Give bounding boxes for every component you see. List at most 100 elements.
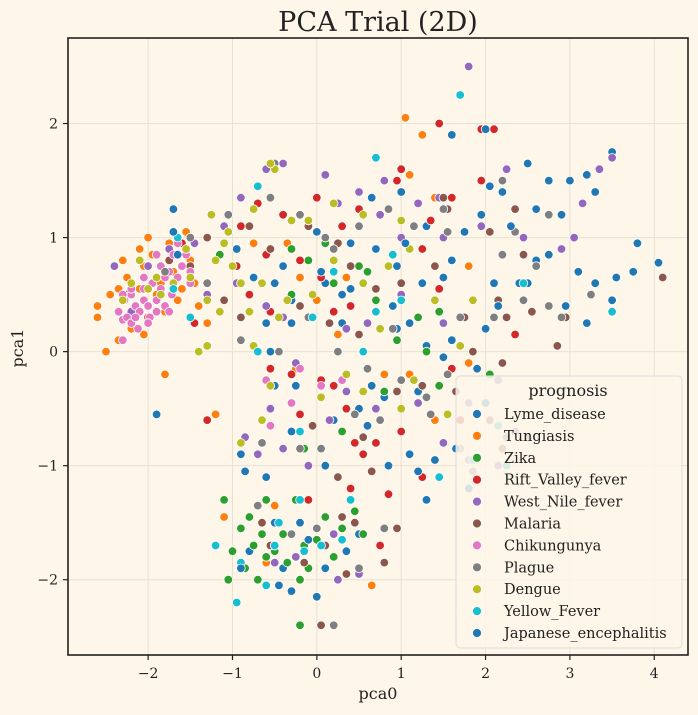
- data-point: [413, 312, 423, 323]
- data-point: [544, 210, 554, 220]
- data-point: [404, 449, 415, 460]
- data-point: [345, 495, 356, 505]
- data-point: [628, 267, 638, 277]
- data-point: [371, 404, 381, 414]
- data-point: [438, 438, 449, 448]
- data-point: [329, 381, 339, 391]
- data-point: [337, 523, 347, 534]
- data-point: [518, 295, 529, 306]
- data-point: [286, 529, 297, 539]
- data-point: [362, 421, 373, 431]
- data-point: [556, 210, 567, 220]
- data-point: [379, 523, 390, 534]
- data-point: [493, 301, 503, 311]
- data-point: [396, 164, 406, 174]
- data-point: [261, 495, 271, 505]
- data-point: [590, 278, 600, 288]
- x-tick-label: 1: [397, 666, 406, 682]
- data-point: [160, 267, 170, 277]
- data-point: [168, 284, 179, 294]
- data-point: [400, 113, 411, 123]
- data-point: [392, 386, 402, 397]
- y-tick-label: −1: [37, 459, 58, 475]
- data-point: [455, 90, 465, 100]
- data-point: [265, 192, 276, 203]
- data-point: [582, 170, 592, 180]
- data-point: [295, 575, 305, 585]
- data-point: [143, 232, 153, 243]
- data-point: [248, 238, 259, 249]
- data-point: [388, 301, 398, 311]
- data-point: [133, 324, 143, 334]
- data-point: [295, 426, 305, 437]
- data-point: [312, 192, 322, 203]
- data-point: [430, 455, 440, 465]
- data-point: [160, 369, 170, 380]
- data-point: [497, 249, 508, 260]
- data-point: [341, 272, 352, 283]
- data-point: [438, 352, 449, 363]
- data-point: [118, 295, 128, 306]
- data-point: [282, 557, 293, 568]
- data-point: [354, 563, 364, 574]
- data-point: [316, 540, 326, 551]
- data-point: [316, 267, 326, 277]
- data-point: [421, 392, 432, 403]
- data-point: [434, 472, 444, 482]
- legend-marker: [472, 562, 482, 573]
- data-point: [396, 404, 406, 414]
- x-tick-label: −2: [138, 666, 159, 682]
- y-tick-label: 2: [49, 117, 58, 133]
- data-point: [329, 267, 339, 277]
- data-point: [278, 210, 288, 220]
- data-point: [312, 523, 322, 534]
- data-point: [143, 284, 153, 294]
- y-tick-label: 0: [49, 345, 58, 361]
- data-point: [253, 449, 263, 460]
- data-point: [362, 267, 373, 277]
- data-point: [426, 215, 436, 226]
- legend-item-label: Zika: [504, 451, 536, 467]
- data-point: [118, 335, 128, 345]
- data-point: [350, 506, 360, 517]
- legend: prognosis Lyme_disease Tungiasis Zika Rift_…: [455, 375, 683, 649]
- data-point: [295, 210, 305, 220]
- data-point: [341, 369, 352, 380]
- data-point: [582, 318, 592, 328]
- legend-box: [455, 375, 683, 649]
- data-point: [291, 381, 301, 391]
- data-point: [531, 204, 541, 214]
- data-point: [434, 381, 444, 391]
- data-point: [265, 244, 276, 254]
- data-point: [223, 210, 234, 220]
- data-point: [375, 324, 385, 334]
- data-point: [168, 204, 179, 214]
- data-point: [544, 301, 554, 311]
- data-point: [388, 249, 398, 260]
- data-point: [413, 398, 423, 408]
- data-point: [274, 518, 284, 528]
- data-point: [231, 597, 242, 608]
- data-point: [396, 187, 406, 197]
- data-point: [270, 278, 280, 288]
- data-point: [270, 540, 280, 551]
- data-point: [236, 221, 246, 231]
- x-tick-label: −1: [222, 666, 243, 682]
- data-point: [379, 175, 390, 186]
- data-point: [383, 204, 394, 214]
- data-point: [480, 324, 491, 334]
- data-point: [274, 346, 284, 357]
- data-point: [257, 415, 267, 425]
- data-point: [476, 221, 487, 231]
- data-point: [442, 409, 453, 420]
- data-point: [354, 187, 364, 197]
- data-point: [291, 552, 301, 562]
- data-point: [485, 227, 495, 237]
- data-point: [248, 272, 259, 283]
- data-point: [236, 449, 246, 460]
- data-point: [632, 238, 643, 249]
- data-point: [480, 124, 491, 134]
- data-point: [286, 244, 297, 254]
- data-point: [143, 261, 153, 271]
- x-axis-label: pca0: [359, 684, 398, 703]
